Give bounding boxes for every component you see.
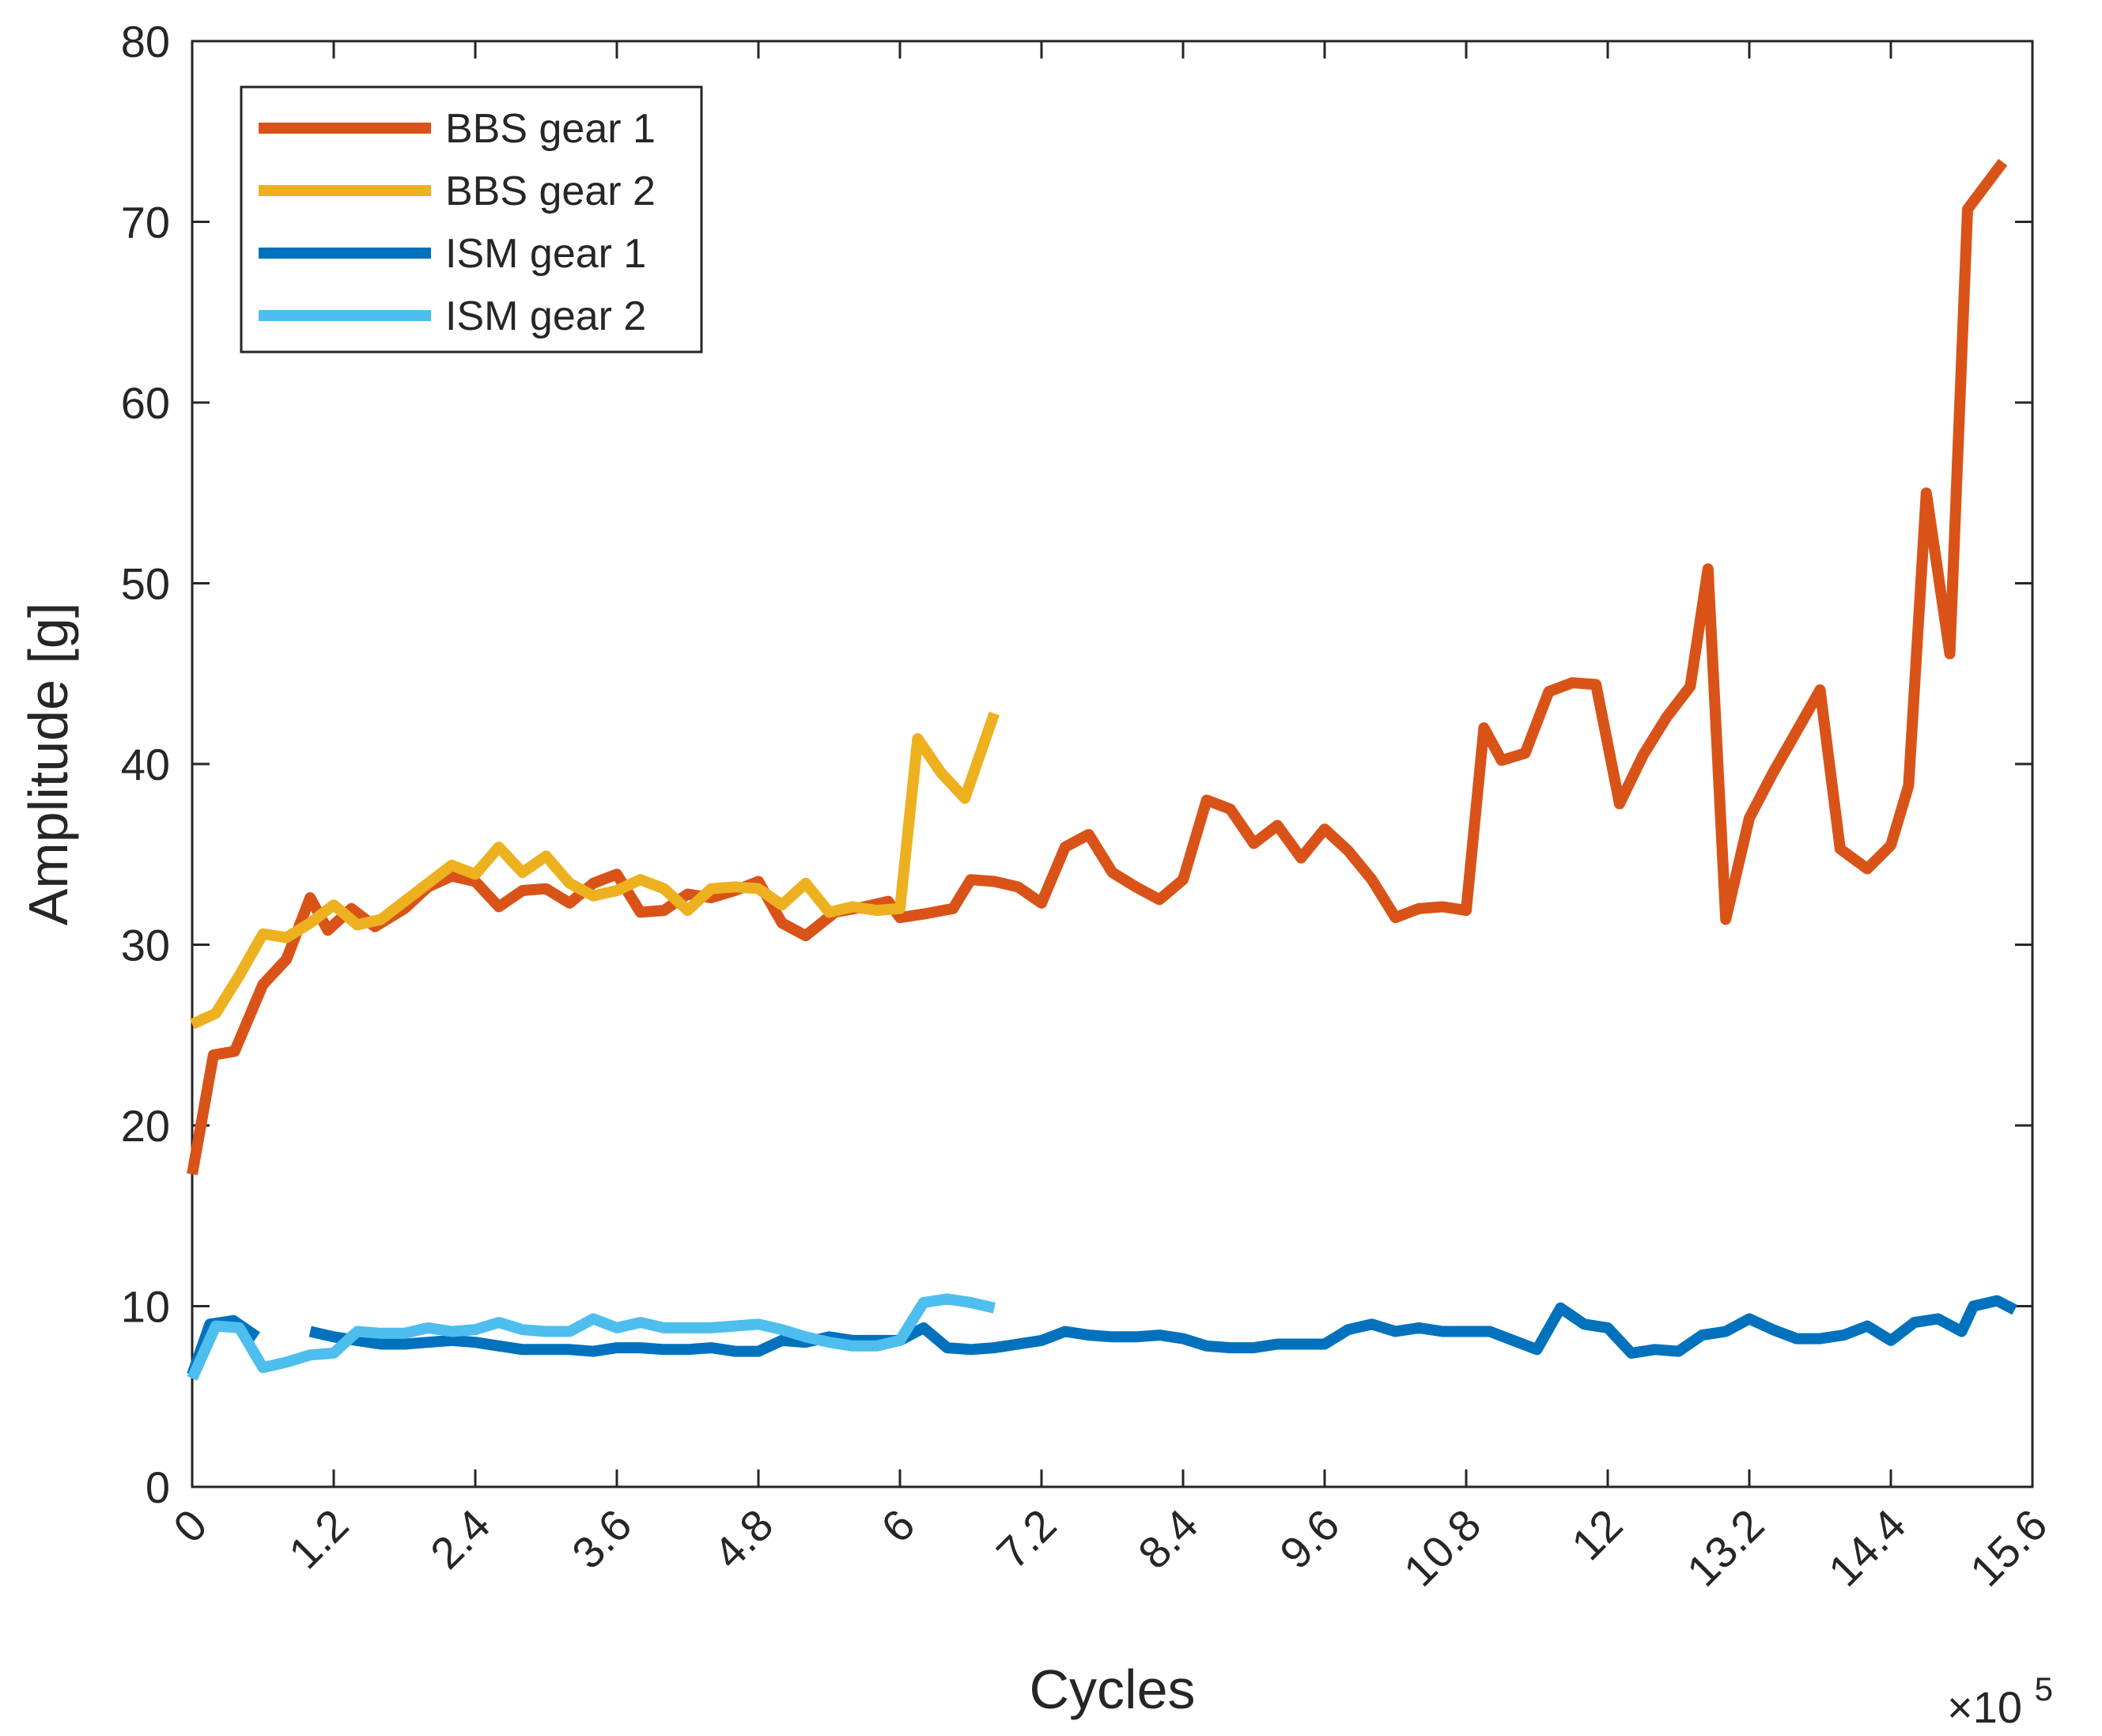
- y-tick-label: 30: [121, 921, 170, 970]
- legend-item: ISM gear 2: [259, 293, 646, 339]
- y-tick-label: 20: [121, 1101, 170, 1151]
- series-bbs-gear-2: [190, 711, 1000, 1030]
- legend-item: BBS gear 1: [259, 106, 656, 152]
- x-tick-label: 4.8: [704, 1500, 783, 1579]
- x-tick-label: 10.8: [1394, 1500, 1491, 1596]
- legend-label: BBS gear 1: [445, 106, 656, 152]
- series-group: [187, 158, 2017, 1381]
- x-tick-label: 0: [164, 1500, 217, 1553]
- x-tick-label: 3.6: [562, 1500, 641, 1579]
- series-line: [187, 158, 2008, 1175]
- x-tick-label: 2.4: [421, 1500, 500, 1579]
- x-tick-label: 14.4: [1819, 1500, 1915, 1596]
- series-line: [187, 1293, 996, 1381]
- x-tick-label: 9.6: [1270, 1500, 1349, 1579]
- legend-item: BBS gear 2: [259, 168, 656, 214]
- legend-label: BBS gear 2: [445, 168, 656, 214]
- x-tick-label: 6: [871, 1500, 924, 1553]
- x-tick-label: 7.2: [987, 1500, 1066, 1579]
- legend-items: BBS gear 1 BBS gear 2 ISM gear 1 ISM gear 2: [259, 106, 656, 339]
- y-tick-label: 70: [121, 198, 170, 248]
- y-tick-label: 0: [146, 1462, 170, 1512]
- x-axis-exponent: ×10 5: [1947, 1670, 2053, 1732]
- x-tick-label: 15.6: [1960, 1500, 2057, 1596]
- x-tick-label: 1.2: [279, 1500, 358, 1579]
- y-tick-label: 80: [121, 17, 170, 66]
- legend-label: ISM gear 2: [445, 293, 646, 339]
- legend-item: ISM gear 1: [259, 231, 646, 277]
- y-tick-label: 10: [121, 1282, 170, 1332]
- y-tick-label: 40: [121, 739, 170, 789]
- y-axis-label: Amplitude [g]: [17, 603, 79, 926]
- series-line: [190, 711, 1000, 1030]
- y-tick-label: 60: [121, 378, 170, 428]
- series-line: [308, 1295, 2017, 1359]
- series-ism-gear-1: [187, 1295, 2017, 1377]
- x-axis-label: Cycles: [1029, 1658, 1195, 1720]
- legend: BBS gear 1 BBS gear 2 ISM gear 1 ISM gear 2: [240, 85, 703, 354]
- series-ism-gear-2: [187, 1293, 996, 1381]
- x-exponent-base: ×10: [1947, 1682, 2022, 1732]
- y-tick-label: 50: [121, 559, 170, 609]
- legend-label: ISM gear 1: [445, 231, 646, 277]
- x-tick-label: 13.2: [1677, 1500, 1774, 1596]
- series-bbs-gear-1: [187, 158, 2008, 1175]
- x-tick-label: 12: [1562, 1500, 1632, 1570]
- x-tick-label: 8.4: [1129, 1500, 1208, 1579]
- x-exponent-power: 5: [2035, 1670, 2053, 1708]
